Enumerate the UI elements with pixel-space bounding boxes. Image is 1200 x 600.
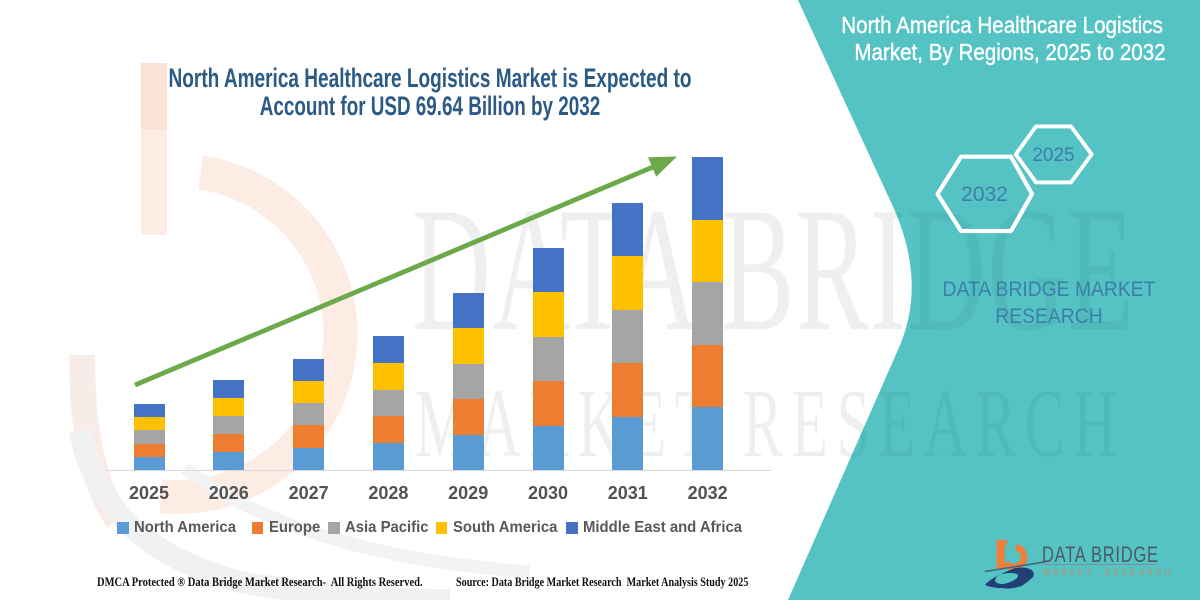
svg-text:2032: 2032 xyxy=(961,183,1008,206)
svg-text:2025: 2025 xyxy=(1032,145,1074,166)
